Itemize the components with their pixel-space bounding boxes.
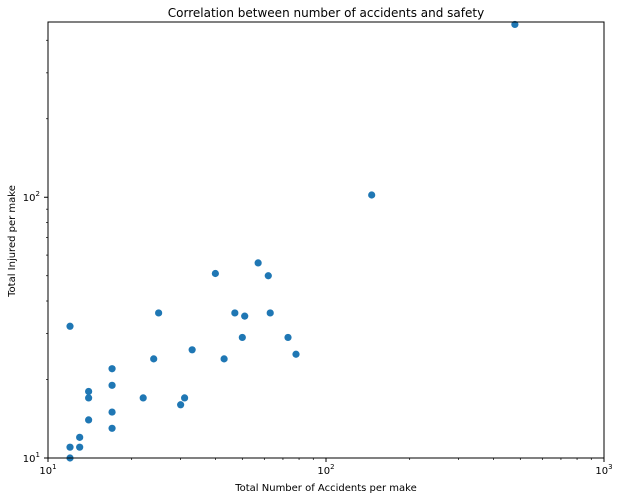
data-point	[231, 309, 239, 317]
data-points	[66, 20, 519, 462]
minor-ticks	[46, 39, 592, 460]
major-ticks	[44, 196, 605, 462]
data-point	[254, 259, 262, 267]
y-tick-label: 102	[23, 190, 40, 204]
x-tick-label: 103	[595, 463, 612, 477]
data-point	[180, 394, 189, 402]
data-point	[511, 20, 519, 29]
data-point	[66, 322, 74, 330]
data-point	[238, 333, 246, 342]
data-point	[85, 416, 93, 424]
plot-frame	[47, 21, 605, 459]
data-point	[155, 309, 163, 317]
data-point	[284, 333, 292, 342]
data-point	[241, 312, 249, 320]
data-point	[108, 365, 116, 373]
x-tick-label: 102	[317, 463, 334, 477]
data-point	[211, 269, 219, 278]
data-point	[108, 408, 116, 416]
data-point	[177, 401, 185, 409]
data-point	[150, 355, 158, 363]
data-point	[108, 424, 116, 432]
data-point	[368, 191, 376, 199]
data-point	[266, 309, 274, 317]
tick-labels: 101 102 103 101 102	[23, 190, 613, 477]
data-point	[220, 355, 228, 363]
data-point	[108, 381, 116, 389]
data-point	[188, 346, 196, 354]
chart-title: Correlation between number of accidents …	[168, 6, 484, 20]
y-axis-label: Total Injured per make	[7, 185, 18, 298]
data-point	[139, 394, 147, 402]
x-tick-label: 101	[39, 463, 56, 477]
data-point	[76, 443, 84, 451]
data-point	[264, 272, 272, 280]
data-point	[85, 394, 93, 402]
data-point	[85, 387, 93, 396]
data-point	[76, 433, 84, 441]
data-point	[292, 350, 300, 358]
x-axis-label: Total Number of Accidents per make	[234, 483, 417, 494]
y-tick-label: 101	[23, 451, 40, 465]
data-point	[66, 443, 74, 451]
